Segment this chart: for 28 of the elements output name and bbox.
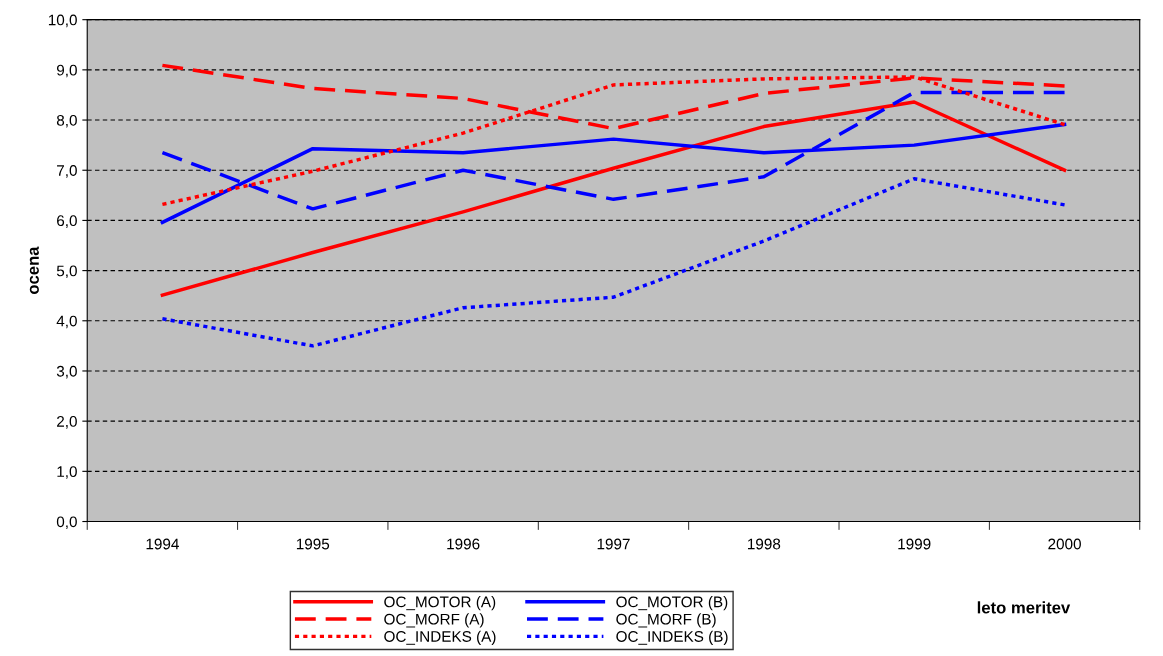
x-tick-label: 1994 xyxy=(146,538,179,550)
legend-label: OC_MORF (B) xyxy=(616,613,716,628)
y-tick-label: 6,0 xyxy=(57,215,77,228)
y-tick-label: 3,0 xyxy=(56,365,77,379)
y-tick-label: 8,0 xyxy=(56,114,77,128)
legend-label: OC_MOTOR (A) xyxy=(384,596,496,611)
x-tick-label: 1997 xyxy=(597,538,630,550)
y-tick-label: 10,0 xyxy=(48,14,77,28)
x-tick-label: 2000 xyxy=(1048,538,1081,550)
y-tick-label: 7,0 xyxy=(57,165,77,178)
y-tick-label: 9,0 xyxy=(56,64,77,78)
y-tick-label: 4,0 xyxy=(56,315,77,329)
y-tick-label: 0,0 xyxy=(56,516,77,530)
legend-label: OC_INDEKS (B) xyxy=(616,630,728,645)
y-tick-label: 2,0 xyxy=(57,416,77,429)
legend-label: OC_INDEKS (A) xyxy=(384,630,496,645)
y-tick-label: 1,0 xyxy=(57,466,77,479)
y-tick-label: 5,0 xyxy=(56,265,77,279)
legend-label: OC_MORF (A) xyxy=(384,613,484,628)
legend-label: OC_MOTOR (B) xyxy=(616,596,728,611)
y-axis-title: ocena xyxy=(29,246,39,295)
line-series xyxy=(160,100,1067,297)
line-series xyxy=(160,177,1067,348)
x-tick-label: 1996 xyxy=(447,538,480,550)
x-tick-label: 1998 xyxy=(748,538,781,550)
x-tick-label: 1995 xyxy=(296,538,330,550)
x-axis-title: leto meritev xyxy=(977,601,1071,614)
x-tick-label: 1999 xyxy=(898,538,931,550)
